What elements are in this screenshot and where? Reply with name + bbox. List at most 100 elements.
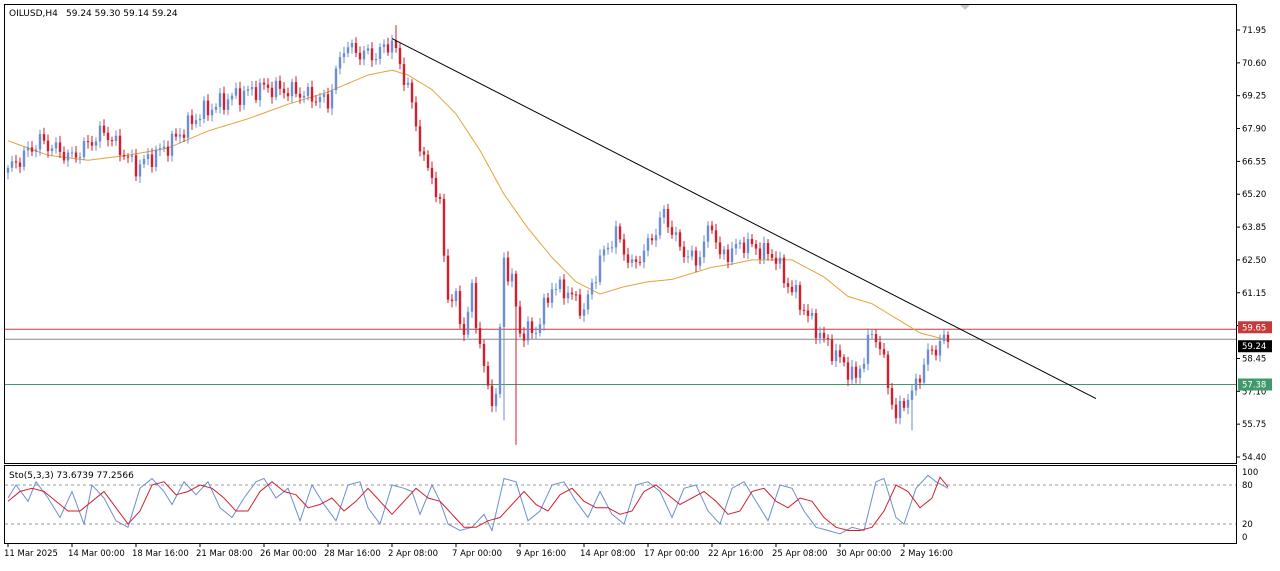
price-lines xyxy=(5,328,1236,385)
candle-body xyxy=(402,64,406,85)
candle-body xyxy=(934,349,938,356)
time-tick-label: 22 Apr 16:00 xyxy=(708,549,763,559)
candle-body xyxy=(594,282,598,284)
time-tick-label: 17 Apr 00:00 xyxy=(644,549,699,559)
candle-body xyxy=(30,147,34,152)
candle-body xyxy=(850,366,854,380)
candle-body xyxy=(466,311,470,335)
time-tick-label: 30 Apr 00:00 xyxy=(836,549,891,559)
candle-body xyxy=(238,88,242,105)
candle-body xyxy=(98,125,102,142)
candle-body xyxy=(190,115,194,124)
candle-body xyxy=(62,151,66,161)
candle-body xyxy=(938,341,942,356)
stochastic-main-line[interactable] xyxy=(7,474,949,535)
price-tick-label: 63.85 xyxy=(1242,223,1266,233)
candle-body xyxy=(154,149,158,167)
candle-body xyxy=(438,197,442,199)
candle-body xyxy=(158,148,162,150)
candle-body xyxy=(562,279,566,299)
trendline-layer[interactable] xyxy=(391,38,1097,400)
price-tick-label: 71.95 xyxy=(1242,26,1266,36)
candle-body xyxy=(298,93,302,98)
candle-body xyxy=(102,125,106,133)
candle-body xyxy=(450,299,454,302)
candle-body xyxy=(14,161,18,163)
candle-body xyxy=(678,232,682,247)
bid-price-tag xyxy=(1238,340,1272,353)
time-tick-label: 26 Mar 00:00 xyxy=(260,549,317,559)
candle-body xyxy=(574,294,578,296)
candle-body xyxy=(358,52,362,60)
candle-body xyxy=(930,349,934,351)
candle-body xyxy=(386,44,390,53)
candle-body xyxy=(418,126,422,152)
stochastic-tick-label: 100 xyxy=(1242,468,1258,478)
candle-body xyxy=(410,82,414,103)
candle-body xyxy=(134,155,138,177)
moving-average-layer xyxy=(7,69,949,341)
candle-body xyxy=(786,283,790,287)
candle-body xyxy=(346,47,350,54)
candle-body xyxy=(530,321,534,333)
candle-body xyxy=(650,238,654,241)
candle-body xyxy=(926,349,930,365)
candle-body xyxy=(242,90,246,105)
candle-body xyxy=(162,146,166,149)
candle-body xyxy=(498,326,502,394)
time-tick-label: 9 Apr 16:00 xyxy=(516,549,566,559)
candle-body xyxy=(702,241,706,258)
candle-body xyxy=(918,378,922,383)
candle-body xyxy=(910,390,914,400)
stochastic-tick-label: 20 xyxy=(1242,520,1253,530)
stochastic-label: Sto(5,3,3) 73.6739 77.2566 xyxy=(9,471,134,481)
scroll-marker-icon[interactable] xyxy=(960,5,970,10)
indicator-plot-frame[interactable] xyxy=(4,465,1237,544)
price-tags: 59.65 59.24 57.38 xyxy=(1238,321,1272,391)
time-axis: 11 Mar 2025 14 Mar 00:00 18 Mar 16:00 21 Ma… xyxy=(4,543,953,559)
candle-body xyxy=(110,140,114,142)
time-tick-label: 14 Mar 00:00 xyxy=(68,549,125,559)
candle-body xyxy=(550,289,554,303)
candle-body xyxy=(894,404,898,419)
candle-body xyxy=(890,388,894,405)
candle-body xyxy=(362,50,366,60)
candle-body xyxy=(698,257,702,266)
price-tick-label: 70.60 xyxy=(1242,59,1266,69)
candle-body xyxy=(326,94,330,109)
candle-body xyxy=(294,82,298,94)
candle-body xyxy=(426,154,430,168)
stochastic-tick-label: 0 xyxy=(1242,533,1247,543)
resistance-price-tag-label: 59.65 xyxy=(1242,323,1266,333)
candle-body xyxy=(22,150,26,167)
candle-body xyxy=(818,332,822,339)
candle-body xyxy=(518,306,522,334)
candle-body xyxy=(790,286,794,293)
candle-body xyxy=(318,96,322,103)
candle-body xyxy=(546,297,550,303)
candle-body xyxy=(590,282,594,295)
candle-body xyxy=(726,249,730,262)
candle-body xyxy=(738,242,742,245)
candle-body xyxy=(778,257,782,264)
candle-body xyxy=(710,225,714,231)
candle-body xyxy=(246,89,250,91)
candle-body xyxy=(606,247,610,250)
candle-body xyxy=(526,321,530,341)
support-price-tag xyxy=(1238,378,1272,391)
candle-body xyxy=(350,42,354,48)
time-tick-label: 18 Mar 16:00 xyxy=(132,549,189,559)
candle-body xyxy=(750,238,754,245)
candle-body xyxy=(810,313,814,316)
candle-body xyxy=(478,328,482,344)
trendline[interactable] xyxy=(391,38,1097,400)
candle-body xyxy=(510,273,514,282)
candle-body xyxy=(682,246,686,258)
price-tick-label: 55.75 xyxy=(1242,420,1266,430)
candle-body xyxy=(842,357,846,363)
candle-body xyxy=(462,323,466,335)
moving-average-line[interactable] xyxy=(7,69,949,341)
candle-body xyxy=(122,155,126,157)
stochastic-signal-line[interactable] xyxy=(7,476,949,531)
